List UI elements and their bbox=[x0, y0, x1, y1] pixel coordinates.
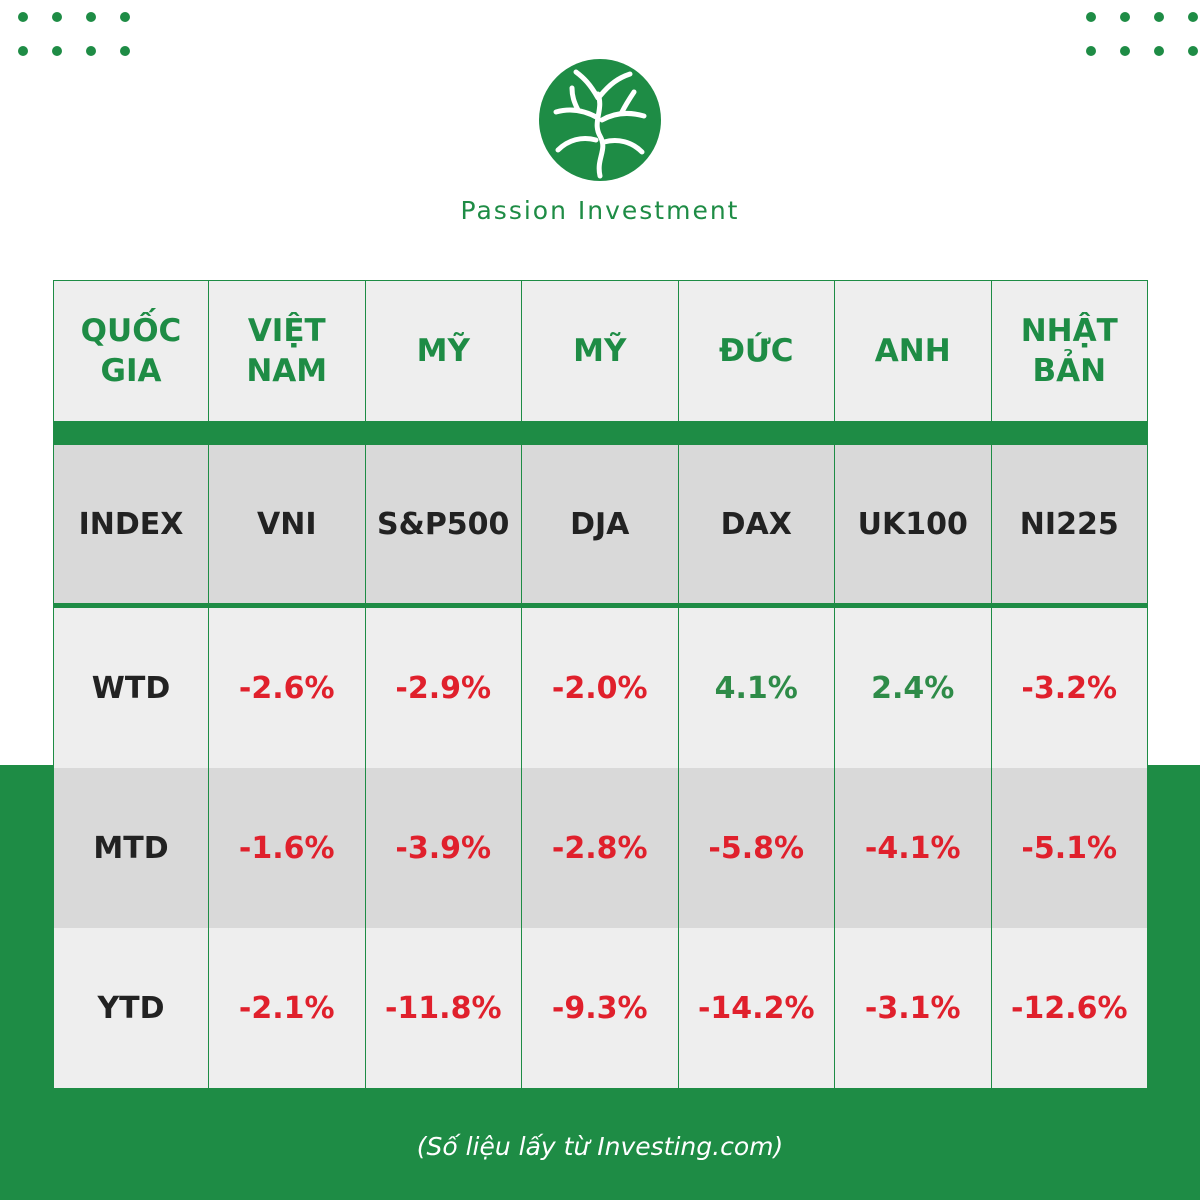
index-cell-dja: DJA bbox=[521, 445, 679, 608]
header-cell-germany: ĐỨC bbox=[677, 280, 835, 421]
value-cell: -12.6% bbox=[990, 928, 1148, 1089]
tree-logo-icon bbox=[539, 59, 661, 181]
header-cell-vietnam: VIỆT NAM bbox=[208, 280, 366, 421]
value-cell: -4.1% bbox=[834, 768, 992, 928]
value-cell: -2.8% bbox=[521, 768, 679, 928]
header-cell-label: QUỐC GIA bbox=[53, 280, 209, 421]
value-cell: -14.2% bbox=[677, 928, 835, 1089]
header-cell-uk: ANH bbox=[834, 280, 992, 421]
value-cell: 4.1% bbox=[677, 605, 835, 768]
country-header-row: QUỐC GIA VIỆT NAM MỸ MỸ ĐỨC ANH NHẬT BẢN bbox=[53, 280, 1148, 421]
value-cell: 2.4% bbox=[834, 605, 992, 768]
value-cell: -2.0% bbox=[521, 605, 679, 768]
value-cell: -3.1% bbox=[834, 928, 992, 1089]
value-cell: -2.6% bbox=[208, 605, 366, 768]
header-cell-usa-sp500: MỸ bbox=[364, 280, 522, 421]
index-cell-vni: VNI bbox=[208, 445, 366, 608]
row-label: YTD bbox=[53, 928, 209, 1089]
value-cell: -2.9% bbox=[364, 605, 522, 768]
index-cell-ni225: NI225 bbox=[990, 445, 1148, 608]
row-label: MTD bbox=[53, 768, 209, 928]
header-cell-japan: NHẬT BẢN bbox=[990, 280, 1148, 421]
index-cell-uk100: UK100 bbox=[834, 445, 992, 608]
decorative-dots-left bbox=[18, 12, 130, 56]
index-cell-sp500: S&P500 bbox=[364, 445, 522, 608]
table-row-mtd: MTD -1.6% -3.9% -2.8% -5.8% -4.1% -5.1% bbox=[53, 768, 1148, 928]
brand-name: Passion Investment bbox=[460, 196, 740, 225]
value-cell: -3.9% bbox=[364, 768, 522, 928]
market-index-table: QUỐC GIA VIỆT NAM MỸ MỸ ĐỨC ANH NHẬT BẢN… bbox=[53, 280, 1148, 1089]
table-row-wtd: WTD -2.6% -2.9% -2.0% 4.1% 2.4% -3.2% bbox=[53, 605, 1148, 768]
row-label: WTD bbox=[53, 605, 209, 768]
header-cell-usa-dja: MỸ bbox=[521, 280, 679, 421]
value-cell: -11.8% bbox=[364, 928, 522, 1089]
separator-row bbox=[53, 421, 1148, 445]
index-cell-label: INDEX bbox=[53, 445, 209, 608]
decorative-dots-right bbox=[1086, 12, 1198, 56]
value-cell: -5.8% bbox=[677, 768, 835, 928]
value-cell: -1.6% bbox=[208, 768, 366, 928]
value-cell: -3.2% bbox=[990, 605, 1148, 768]
value-cell: -9.3% bbox=[521, 928, 679, 1089]
index-cell-dax: DAX bbox=[677, 445, 835, 608]
table-row-ytd: YTD -2.1% -11.8% -9.3% -14.2% -3.1% -12.… bbox=[53, 928, 1148, 1089]
source-note: (Số liệu lấy từ Investing.com) bbox=[416, 1132, 784, 1161]
index-name-row: INDEX VNI S&P500 DJA DAX UK100 NI225 bbox=[53, 445, 1148, 608]
brand-header: Passion Investment bbox=[0, 58, 1200, 225]
value-cell: -5.1% bbox=[990, 768, 1148, 928]
value-cell: -2.1% bbox=[208, 928, 366, 1089]
